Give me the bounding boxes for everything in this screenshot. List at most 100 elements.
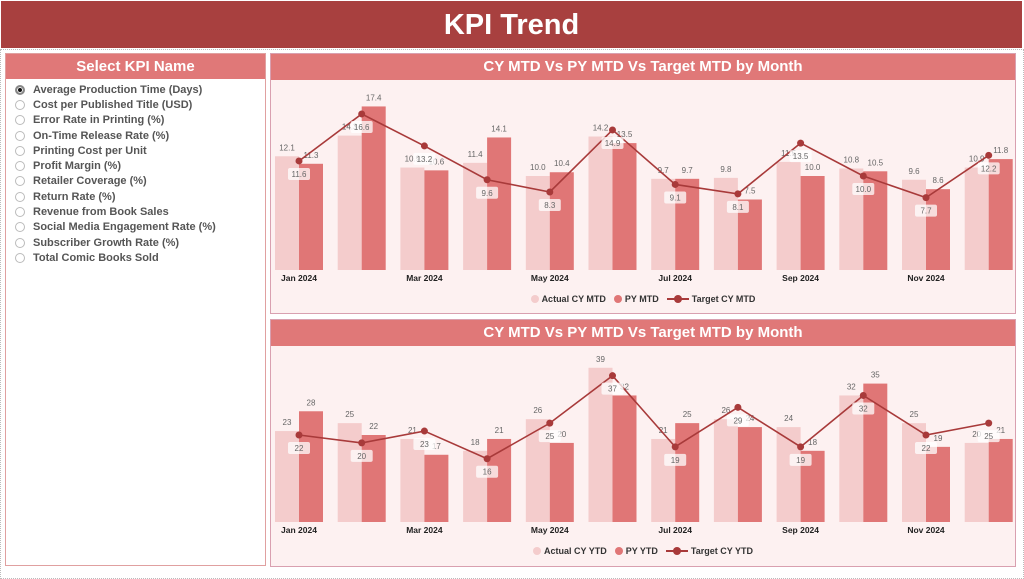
target-point[interactable] bbox=[671, 443, 679, 451]
target-point[interactable] bbox=[985, 151, 993, 159]
bar-py[interactable] bbox=[487, 137, 512, 270]
legend-target[interactable]: Target CY YTD bbox=[665, 546, 753, 556]
bar-actual[interactable] bbox=[400, 438, 425, 522]
radio-button[interactable] bbox=[15, 252, 25, 263]
radio-button[interactable] bbox=[15, 145, 25, 156]
target-point[interactable] bbox=[671, 180, 679, 188]
bar-actual[interactable] bbox=[713, 419, 738, 522]
bar-py[interactable] bbox=[612, 395, 637, 522]
target-point[interactable] bbox=[295, 157, 303, 165]
bar-actual[interactable] bbox=[463, 450, 488, 522]
bar-actual[interactable] bbox=[964, 442, 989, 522]
radio-button[interactable] bbox=[15, 130, 25, 141]
data-label-actual: 10.9 bbox=[405, 155, 421, 164]
bar-py[interactable] bbox=[926, 189, 950, 270]
target-point[interactable] bbox=[546, 188, 554, 196]
data-label-actual: 32 bbox=[847, 382, 856, 391]
kpi-option[interactable]: Total Comic Books Sold bbox=[6, 250, 265, 265]
target-point[interactable] bbox=[985, 419, 993, 427]
kpi-option[interactable]: Subscriber Growth Rate (%) bbox=[6, 235, 265, 250]
target-point[interactable] bbox=[734, 190, 742, 198]
bar-py[interactable] bbox=[675, 423, 700, 522]
target-point[interactable] bbox=[797, 443, 805, 451]
bar-actual[interactable] bbox=[337, 135, 362, 270]
target-point[interactable] bbox=[609, 126, 616, 134]
target-point[interactable] bbox=[922, 431, 930, 439]
bar-actual[interactable] bbox=[839, 395, 864, 522]
bar-py[interactable] bbox=[424, 454, 449, 522]
kpi-option[interactable]: On-Time Release Rate (%) bbox=[6, 128, 265, 143]
radio-button[interactable] bbox=[15, 161, 25, 172]
bar-py[interactable] bbox=[424, 170, 449, 270]
radio-button[interactable] bbox=[15, 237, 25, 248]
kpi-option[interactable]: Printing Cost per Unit bbox=[6, 143, 265, 158]
bar-py[interactable] bbox=[737, 427, 762, 522]
bar-actual[interactable] bbox=[400, 167, 425, 270]
bar-py[interactable] bbox=[361, 106, 386, 270]
bar-actual[interactable] bbox=[964, 167, 989, 270]
kpi-option[interactable]: Retailer Coverage (%) bbox=[6, 174, 265, 189]
radio-button[interactable] bbox=[15, 84, 25, 95]
bar-py[interactable] bbox=[549, 172, 574, 270]
bar-actual[interactable] bbox=[651, 438, 676, 522]
bar-py[interactable] bbox=[299, 163, 323, 270]
radio-button[interactable] bbox=[15, 115, 25, 126]
bar-py[interactable] bbox=[988, 438, 1013, 522]
bar-py[interactable] bbox=[361, 435, 386, 522]
target-point[interactable] bbox=[734, 403, 742, 411]
bar-py[interactable] bbox=[612, 143, 637, 270]
data-label-py: 17.4 bbox=[366, 93, 382, 102]
kpi-option[interactable]: Cost per Published Title (USD) bbox=[6, 97, 265, 112]
legend-actual[interactable]: Actual CY MTD bbox=[530, 294, 606, 304]
target-point[interactable] bbox=[797, 139, 805, 147]
bar-py[interactable] bbox=[299, 411, 323, 522]
target-point[interactable] bbox=[859, 391, 867, 399]
bar-actual[interactable] bbox=[902, 179, 926, 270]
target-point[interactable] bbox=[420, 142, 428, 150]
target-point[interactable] bbox=[546, 419, 554, 427]
radio-button[interactable] bbox=[15, 191, 25, 202]
target-line[interactable] bbox=[298, 374, 989, 460]
target-point[interactable] bbox=[483, 455, 491, 463]
target-point[interactable] bbox=[922, 194, 930, 202]
target-point[interactable] bbox=[483, 176, 491, 184]
target-point[interactable] bbox=[420, 427, 428, 435]
target-point[interactable] bbox=[358, 439, 366, 447]
legend-target[interactable]: Target CY MTD bbox=[666, 294, 755, 304]
bar-actual[interactable] bbox=[463, 162, 488, 270]
kpi-option[interactable]: Profit Margin (%) bbox=[6, 158, 265, 173]
radio-button[interactable] bbox=[15, 99, 25, 110]
radio-button[interactable] bbox=[15, 207, 25, 218]
kpi-option[interactable]: Error Rate in Printing (%) bbox=[6, 113, 265, 128]
bar-actual[interactable] bbox=[902, 423, 926, 522]
bar-actual[interactable] bbox=[776, 161, 801, 270]
radio-button[interactable] bbox=[15, 222, 25, 233]
legend-actual[interactable]: Actual CY YTD bbox=[533, 546, 607, 556]
bar-actual[interactable] bbox=[588, 136, 613, 270]
target-line[interactable] bbox=[298, 113, 990, 199]
kpi-option[interactable]: Return Rate (%) bbox=[6, 189, 265, 204]
data-label-target: 20 bbox=[357, 452, 366, 461]
target-point[interactable] bbox=[295, 431, 303, 439]
bar-py[interactable] bbox=[926, 446, 950, 522]
target-point[interactable] bbox=[358, 110, 366, 118]
kpi-option[interactable]: Social Media Engagement Rate (%) bbox=[6, 220, 265, 235]
data-label-actual: 25 bbox=[910, 410, 919, 419]
legend-py[interactable]: PY MTD bbox=[613, 294, 659, 304]
data-label-target: 19 bbox=[796, 456, 805, 465]
kpi-option[interactable]: Revenue from Book Sales bbox=[6, 204, 265, 219]
bar-actual[interactable] bbox=[776, 427, 801, 522]
legend-py[interactable]: PY YTD bbox=[614, 546, 658, 556]
bar-actual[interactable] bbox=[337, 423, 362, 522]
target-point[interactable] bbox=[609, 372, 616, 380]
kpi-option[interactable]: Average Production Time (Days) bbox=[6, 82, 265, 97]
x-tick-label: Jul 2024 bbox=[658, 525, 692, 535]
radio-button[interactable] bbox=[15, 176, 25, 187]
legend-label: PY MTD bbox=[624, 294, 659, 304]
target-label-box bbox=[350, 120, 373, 133]
target-point[interactable] bbox=[859, 172, 867, 180]
bar-py[interactable] bbox=[549, 442, 574, 522]
bar-py[interactable] bbox=[988, 159, 1013, 270]
bar-py[interactable] bbox=[800, 176, 825, 270]
data-label-target: 25 bbox=[984, 432, 993, 441]
